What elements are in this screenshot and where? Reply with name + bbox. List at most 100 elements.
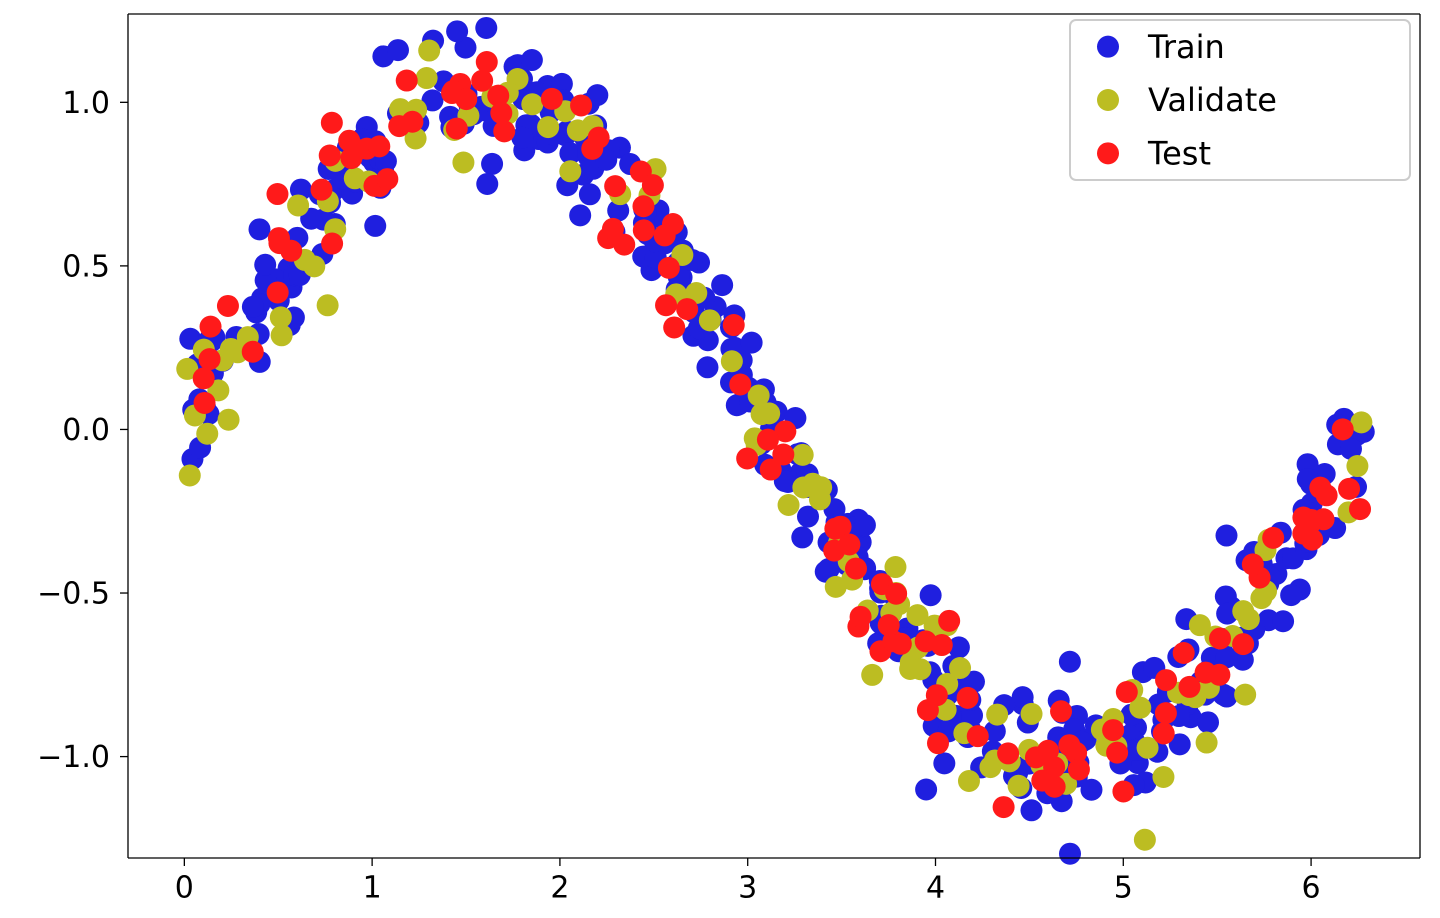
data-point [249, 218, 271, 240]
data-point [1106, 742, 1128, 764]
scatter-chart: 0123456−1.0−0.50.00.51.0TrainValidateTes… [0, 0, 1440, 918]
data-point [633, 219, 655, 241]
data-point [890, 633, 912, 655]
data-point [1050, 700, 1072, 722]
data-point [200, 316, 222, 338]
data-point [218, 409, 240, 431]
data-point [1238, 608, 1260, 630]
data-point [446, 118, 468, 140]
data-point [655, 294, 677, 316]
x-tick-label: 0 [175, 871, 194, 906]
data-point [885, 583, 907, 605]
data-point [311, 179, 333, 201]
x-tick-label: 1 [363, 871, 382, 906]
data-point [993, 796, 1015, 818]
data-point [772, 444, 794, 466]
data-point [878, 614, 900, 636]
data-point [1195, 662, 1217, 684]
legend-marker [1097, 142, 1119, 164]
data-point [938, 610, 960, 632]
data-point [199, 348, 221, 370]
data-point [949, 657, 971, 679]
data-point [581, 138, 603, 160]
data-point [1196, 732, 1218, 754]
data-point [242, 296, 264, 318]
data-point [909, 658, 931, 680]
data-point [1102, 719, 1124, 741]
data-point [915, 778, 937, 800]
data-point [387, 39, 409, 61]
data-point [364, 215, 386, 237]
data-point [736, 448, 758, 470]
data-point [521, 49, 543, 71]
chart-svg: 0123456−1.0−0.50.00.51.0TrainValidateTes… [0, 0, 1440, 918]
y-tick-label: −0.5 [37, 577, 110, 612]
y-tick-label: 1.0 [62, 86, 110, 121]
legend: TrainValidateTest [1070, 20, 1410, 180]
data-point [416, 67, 438, 89]
data-point [957, 687, 979, 709]
data-point [642, 174, 664, 196]
x-tick-label: 3 [738, 871, 757, 906]
data-point [321, 112, 343, 134]
data-point [396, 70, 418, 92]
data-point [920, 584, 942, 606]
data-point [711, 274, 733, 296]
data-point [861, 664, 883, 686]
data-point [217, 295, 239, 317]
data-point [579, 183, 601, 205]
data-point [376, 168, 398, 190]
data-point [1346, 455, 1368, 477]
data-point [455, 88, 477, 110]
data-point [1234, 684, 1256, 706]
data-point [476, 173, 498, 195]
data-point [906, 604, 928, 626]
data-point [1215, 525, 1237, 547]
data-point [1232, 633, 1254, 655]
data-point [537, 116, 559, 138]
data-point [569, 204, 591, 226]
data-point [884, 556, 906, 578]
data-point [1209, 627, 1231, 649]
data-point [1021, 703, 1043, 725]
data-point [1272, 610, 1294, 632]
data-point [676, 298, 698, 320]
data-point [471, 70, 493, 92]
data-point [1059, 843, 1081, 865]
data-point [1173, 642, 1195, 664]
data-point [193, 367, 215, 389]
data-point [559, 160, 581, 182]
data-point [824, 518, 846, 540]
data-point [490, 102, 512, 124]
data-point [1153, 722, 1175, 744]
data-point [401, 111, 423, 133]
data-point [654, 224, 676, 246]
data-point [792, 444, 814, 466]
legend-marker [1097, 36, 1119, 58]
y-tick-label: 0.0 [62, 413, 110, 448]
data-point [319, 144, 341, 166]
data-point [809, 488, 831, 510]
legend-marker [1097, 89, 1119, 111]
data-point [254, 254, 276, 276]
data-point [475, 17, 497, 39]
data-point [1059, 651, 1081, 673]
data-point [303, 255, 325, 277]
data-point [267, 281, 289, 303]
data-point [521, 93, 543, 115]
data-point [1316, 484, 1338, 506]
x-tick-label: 5 [1114, 871, 1133, 906]
data-point [967, 725, 989, 747]
data-point [850, 606, 872, 628]
data-point [287, 194, 309, 216]
data-point [1349, 498, 1371, 520]
data-point [1155, 702, 1177, 724]
data-point [729, 374, 751, 396]
data-point [926, 684, 948, 706]
data-point [632, 195, 654, 217]
data-point [854, 514, 876, 536]
data-point [1155, 669, 1177, 691]
data-point [699, 309, 721, 331]
data-point [338, 130, 360, 152]
data-point [741, 332, 763, 354]
